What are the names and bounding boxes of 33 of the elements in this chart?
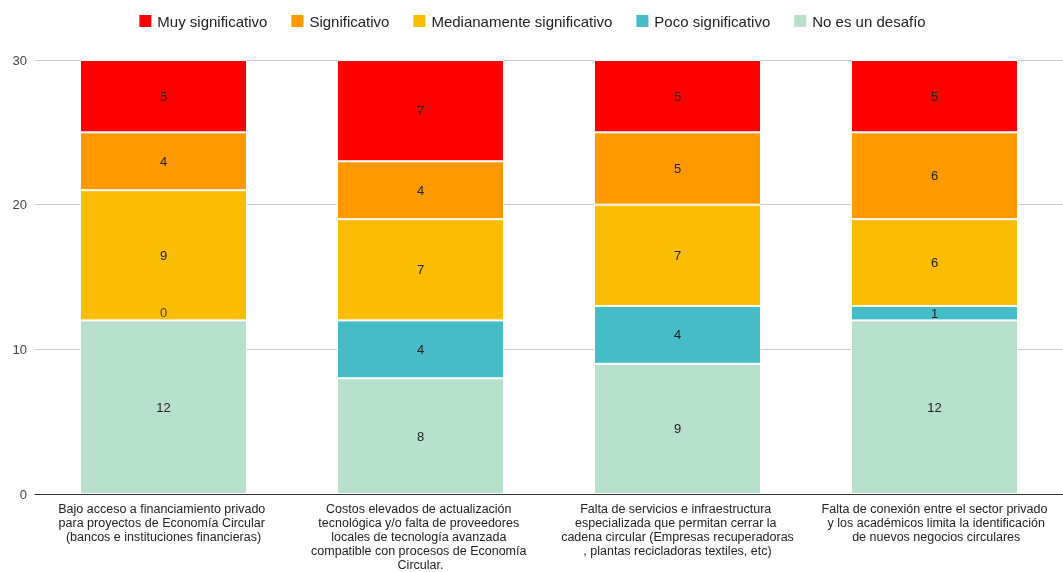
- x-tick-label: Falta de servicios e infraestructura especializada que permitan cerrar la cadena circular (Empresas recuperadoras, plantas recicladoras textiles, etc): [561, 502, 794, 558]
- data-label: 9: [673, 421, 682, 437]
- data-label: 7: [673, 247, 682, 263]
- legend-label: No es un desafío: [812, 12, 926, 30]
- data-label: 7: [416, 262, 425, 278]
- legend-label: Medianamente significativo: [431, 12, 613, 30]
- data-label: 12: [927, 399, 942, 415]
- data-label: 5: [673, 161, 682, 176]
- y-tick-label: 0: [19, 486, 27, 502]
- legend-label: Significativo: [309, 12, 390, 30]
- data-label: 9: [159, 247, 168, 263]
- data-label: 8: [416, 428, 425, 444]
- annotation: 0: [159, 305, 168, 321]
- legend-label: Muy significativo: [157, 12, 268, 30]
- data-label: 4: [416, 341, 425, 357]
- data-label: 4: [159, 153, 168, 169]
- data-label: 4: [673, 327, 682, 343]
- data-label: 1: [930, 305, 939, 321]
- data-label: 5: [930, 88, 939, 104]
- x-tick-label: Costos elevados de actualización tecnológica y/o falta de proveedores locales de tecnología avanzada compatible con procesos de Economía Circular.: [311, 502, 530, 572]
- data-label: 12: [156, 399, 171, 415]
- x-tick-label: Falta de conexión entre el sector privado y los académicos limita la identificación de nuevos negocios circulares: [821, 502, 1048, 544]
- data-label: 6: [930, 168, 939, 184]
- data-label: 5: [673, 88, 682, 104]
- data-label: 7: [416, 103, 425, 119]
- legend-label: Poco significativo: [654, 12, 771, 30]
- data-label: 5: [159, 88, 168, 104]
- y-tick-label: 30: [12, 52, 27, 68]
- data-label: 6: [930, 255, 939, 271]
- y-tick-label: 20: [12, 197, 27, 213]
- y-tick-label: 10: [12, 341, 27, 357]
- data-label: 4: [416, 182, 425, 198]
- x-tick-label: Bajo acceso a financiamiento privado para proyectos de Economía Circular (bancos e instituciones financieras): [58, 502, 269, 544]
